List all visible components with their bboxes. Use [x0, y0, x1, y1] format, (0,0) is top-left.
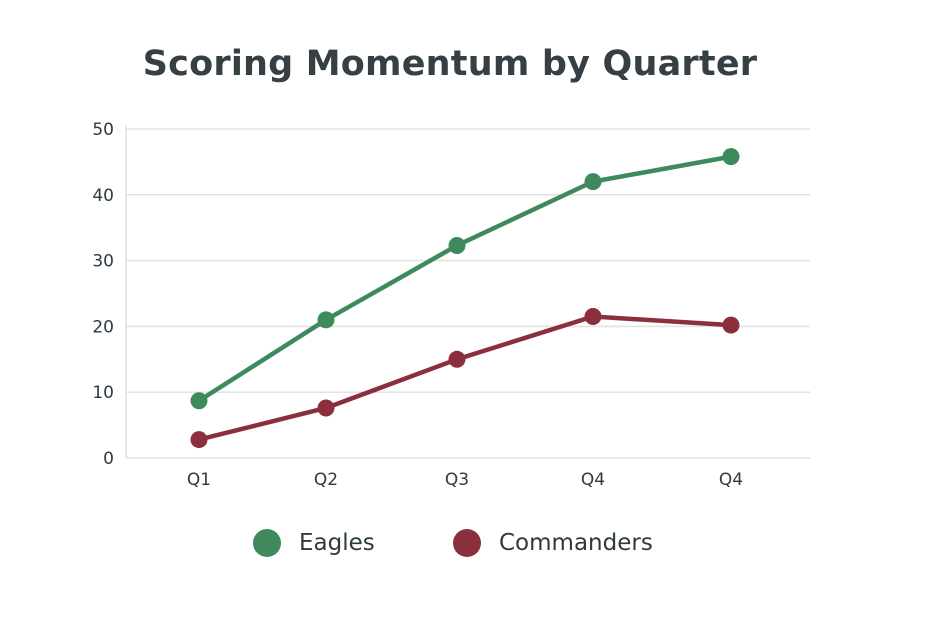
- x-tick-label-4: Q4: [581, 470, 605, 490]
- legend-swatch-commanders: [453, 529, 481, 557]
- x-tick-label-3: Q3: [445, 470, 469, 490]
- data-point-commanders-1: [190, 431, 208, 449]
- data-point-commanders-4: [584, 308, 602, 326]
- legend-swatch-eagles: [253, 529, 281, 557]
- x-tick-label-2: Q2: [314, 470, 338, 490]
- series-line-eagles: [196, 154, 734, 404]
- x-tick-label-5: Q4: [719, 470, 743, 490]
- legend-item-eagles: Eagles: [253, 525, 375, 561]
- y-tick-label-50: 50: [92, 120, 114, 140]
- data-point-commanders-3: [448, 350, 466, 368]
- data-point-commanders-2: [317, 399, 335, 417]
- legend: Eagles Commanders: [0, 525, 938, 565]
- series-line-commanders: [196, 314, 734, 442]
- x-tick-label-1: Q1: [187, 470, 211, 490]
- legend-item-commanders: Commanders: [453, 525, 653, 561]
- chart-title: Scoring Momentum by Quarter: [142, 44, 758, 84]
- data-point-eagles-3: [448, 236, 466, 254]
- y-tick-label-40: 40: [92, 186, 114, 206]
- data-point-eagles-4: [584, 173, 602, 191]
- data-point-eagles-5: [722, 148, 740, 166]
- data-point-commanders-5: [722, 316, 740, 334]
- legend-label-eagles: Eagles: [299, 530, 375, 556]
- data-point-eagles-1: [190, 392, 208, 410]
- y-tick-label-10: 10: [92, 383, 114, 403]
- legend-label-commanders: Commanders: [499, 530, 653, 556]
- y-tick-label-30: 30: [92, 252, 114, 272]
- y-tick-label-20: 20: [92, 317, 114, 337]
- y-tick-label-0: 0: [103, 449, 114, 469]
- data-point-eagles-2: [317, 311, 335, 329]
